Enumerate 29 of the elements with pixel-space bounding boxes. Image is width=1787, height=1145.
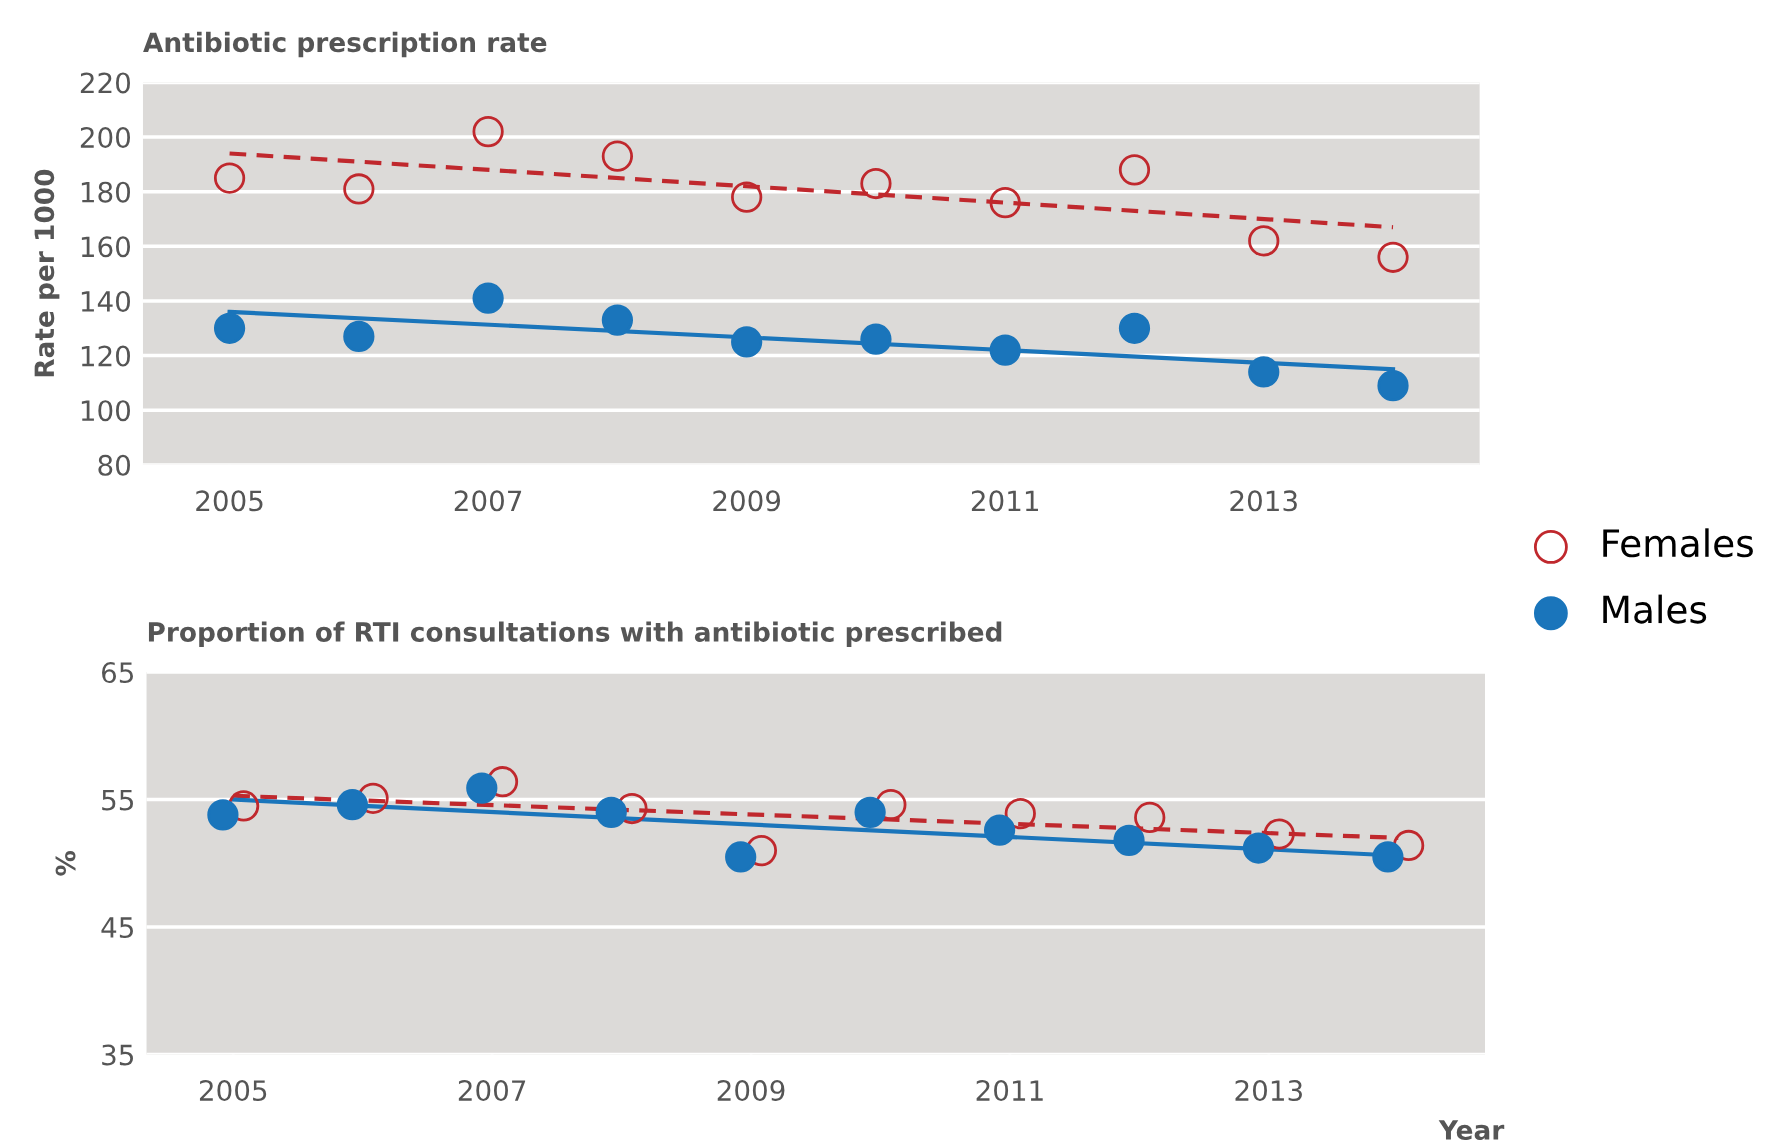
- x-tick-label: 2011: [971, 490, 1038, 512]
- y-tick-label: 180: [81, 181, 130, 203]
- legend-label: Females: [1603, 528, 1753, 558]
- x-tick-label: 2007: [458, 1080, 526, 1102]
- y-tick-label: 35: [102, 1044, 133, 1066]
- y-axis-title: %: [55, 850, 76, 876]
- y-tick-label: 80: [98, 454, 130, 476]
- x-tick-label: 2009: [717, 1080, 785, 1102]
- y-tick-label: 220: [80, 72, 130, 94]
- x-tick-label: 2011: [976, 1080, 1043, 1102]
- chart-title: Proportion of RTI consultations with antibiotic prescribed: [148, 621, 1002, 648]
- x-tick-label: 2013: [1235, 1080, 1302, 1102]
- x-tick-label: 2005: [199, 1080, 267, 1102]
- x-tick-label: 2007: [454, 490, 522, 512]
- y-tick-label: 45: [101, 917, 133, 939]
- chart-title: Antibiotic prescription rate: [143, 31, 547, 58]
- y-tick-label: 160: [81, 236, 130, 258]
- x-tick-label: 2005: [196, 490, 263, 512]
- y-axis-title: Rate per 1000: [34, 169, 60, 377]
- y-tick-label: 65: [102, 662, 133, 684]
- x-tick-label: 2013: [1230, 490, 1297, 512]
- y-tick-label: 100: [81, 400, 130, 422]
- x-axis-title: Year: [1438, 1120, 1505, 1140]
- y-tick-label: 140: [81, 290, 130, 312]
- y-tick-label: 120: [81, 345, 130, 367]
- y-tick-label: 55: [102, 789, 133, 811]
- legend-label: Males: [1603, 594, 1707, 624]
- x-tick-label: 2009: [713, 490, 781, 512]
- y-tick-label: 200: [80, 127, 130, 149]
